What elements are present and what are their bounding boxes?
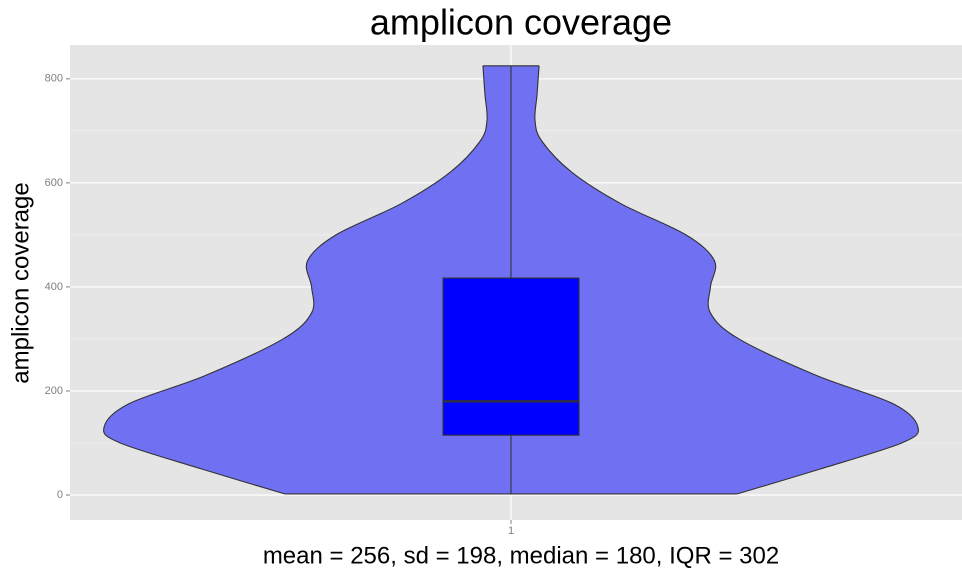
- violin-right-outline: [534, 65, 919, 495]
- x-tick-label: 1: [508, 525, 514, 537]
- box: [442, 277, 580, 436]
- y-tick-label: 800: [45, 73, 63, 85]
- chart-title: amplicon coverage: [370, 2, 672, 43]
- y-tick-label: 600: [45, 177, 63, 189]
- caption: mean = 256, sd = 198, median = 180, IQR …: [263, 542, 779, 569]
- y-tick-label: 0: [57, 489, 63, 501]
- violin-left-outline: [103, 65, 488, 495]
- y-axis-label: amplicon coverage: [7, 182, 34, 383]
- y-tick-label: 200: [45, 385, 63, 397]
- y-tick-label: 400: [45, 281, 63, 293]
